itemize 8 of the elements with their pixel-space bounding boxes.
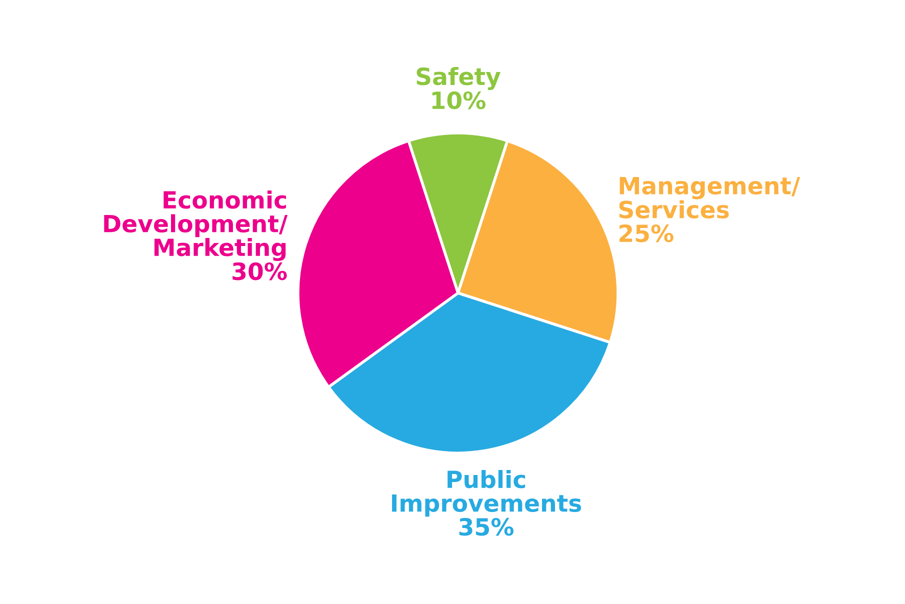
slice-label: Public Improvements (392, 470, 582, 517)
data-label: 35% (459, 518, 514, 536)
slice-label: Management/ Services (619, 177, 800, 218)
data-label: 30% (232, 262, 287, 280)
slice-label: Safety (416, 67, 501, 90)
slice-label: Economic Development/ Marketing (104, 190, 288, 262)
data-label: 10% (432, 91, 486, 110)
data-label: 25% (620, 224, 674, 242)
